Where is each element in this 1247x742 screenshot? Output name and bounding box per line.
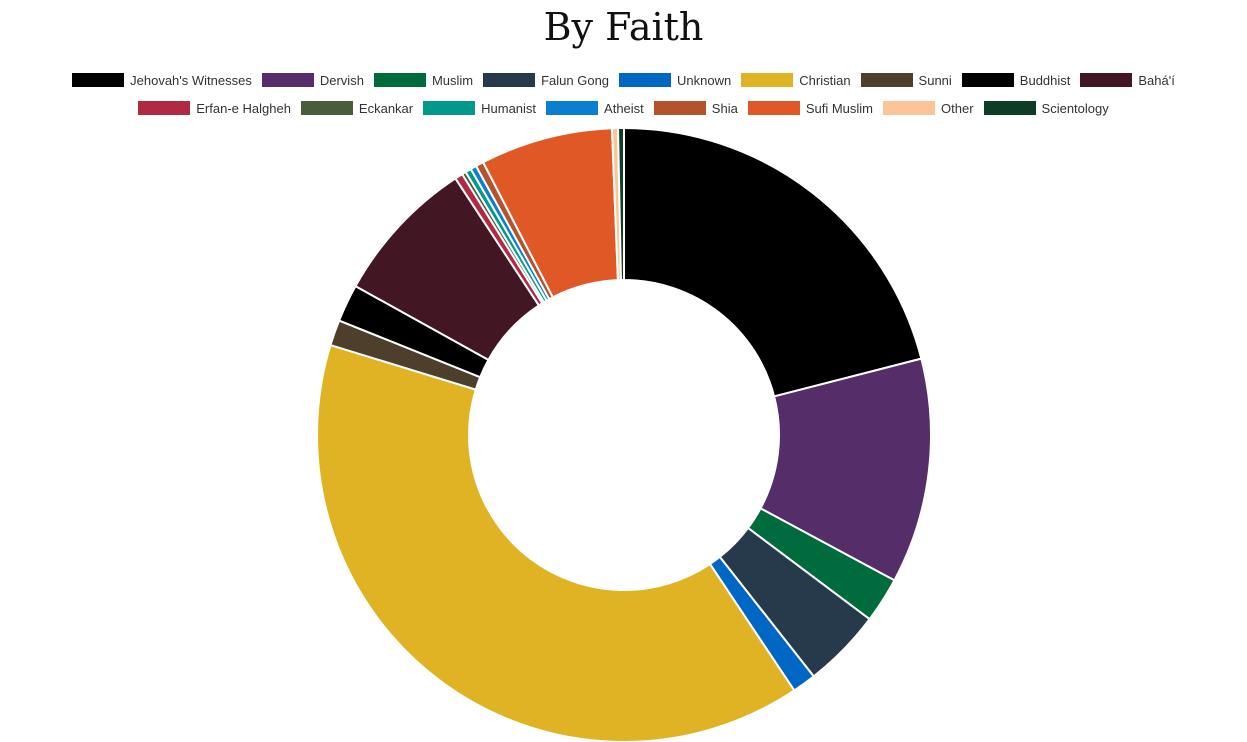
legend-label: Scientology: [1041, 100, 1109, 116]
legend-label: Jehovah's Witnesses: [130, 72, 252, 88]
legend-label: Falun Gong: [541, 72, 610, 88]
legend-swatch: [300, 101, 353, 115]
legend-label: Christian: [799, 72, 851, 88]
legend-label: Eckankar: [358, 100, 414, 116]
legend-label: Unknown: [677, 72, 732, 88]
legend-item-dervish[interactable]: Dervish: [261, 72, 364, 88]
legend-item-eckankar[interactable]: Eckankar: [300, 100, 414, 116]
legend-item-sufi-muslim[interactable]: Sufi Muslim: [747, 100, 874, 116]
donut-slice-scientology[interactable]: [616, 126, 625, 282]
chart-legend: Jehovah's Witnesses Dervish Muslim Falun Go…: [0, 68, 1247, 124]
legend-swatch: [747, 101, 800, 115]
legend-label: Erfan-e Halgheh: [196, 100, 291, 116]
legend-swatch: [261, 73, 314, 87]
legend-item-sunni[interactable]: Sunni: [860, 72, 952, 88]
legend-item-christian[interactable]: Christian: [741, 72, 851, 88]
legend-swatch: [138, 101, 191, 115]
legend-swatch: [423, 101, 476, 115]
legend-item-erfan-e-halgheh[interactable]: Erfan-e Halgheh: [138, 101, 291, 116]
legend-label: Dervish: [319, 72, 364, 88]
legend-item-other[interactable]: Other: [883, 101, 974, 116]
legend-swatch: [72, 73, 125, 87]
legend-item-baha-i[interactable]: Bahá'í: [1080, 72, 1175, 88]
legend-label: Shia: [711, 100, 738, 116]
legend-swatch: [860, 73, 913, 87]
legend-label: Muslim: [431, 72, 474, 88]
donut-slice-christian[interactable]: [316, 343, 796, 742]
legend-swatch: [983, 101, 1036, 115]
legend-swatch: [653, 101, 706, 115]
legend-swatch: [373, 73, 426, 87]
legend-swatch: [741, 73, 794, 87]
legend-swatch: [619, 73, 672, 87]
chart-title: By Faith: [543, 5, 704, 49]
legend-label: Humanist: [481, 100, 537, 116]
legend-item-unknown[interactable]: Unknown: [619, 73, 731, 88]
legend-item-shia[interactable]: Shia: [653, 100, 738, 116]
legend-swatch: [883, 101, 936, 115]
legend-label: Sufi Muslim: [805, 100, 874, 116]
legend-item-jehovah-s-witnesses[interactable]: Jehovah's Witnesses: [72, 73, 252, 88]
legend-row: Erfan-e Halgheh Eckankar Humanist Atheist Sh…: [0, 96, 1247, 120]
legend-label: Other: [941, 100, 974, 116]
legend-label: Sunni: [918, 72, 952, 88]
legend-item-atheist[interactable]: Atheist: [546, 101, 644, 116]
legend-swatch: [1080, 73, 1133, 87]
legend-label: Atheist: [604, 100, 644, 116]
legend-swatch: [546, 101, 599, 115]
legend-item-humanist[interactable]: Humanist: [423, 101, 536, 116]
legend-label: Buddhist: [1019, 72, 1071, 88]
donut-slice-jehovah-s-witnesses[interactable]: [623, 126, 923, 398]
legend-item-buddhist[interactable]: Buddhist: [961, 72, 1071, 88]
legend-swatch: [483, 73, 536, 87]
legend-label: Bahá'í: [1138, 72, 1175, 88]
legend-item-scientology[interactable]: Scientology: [983, 100, 1109, 116]
legend-swatch: [961, 73, 1014, 87]
legend-item-muslim[interactable]: Muslim: [373, 72, 474, 88]
legend-row: Jehovah's Witnesses Dervish Muslim Falun Go…: [0, 68, 1247, 92]
legend-item-falun-gong[interactable]: Falun Gong: [483, 73, 609, 88]
